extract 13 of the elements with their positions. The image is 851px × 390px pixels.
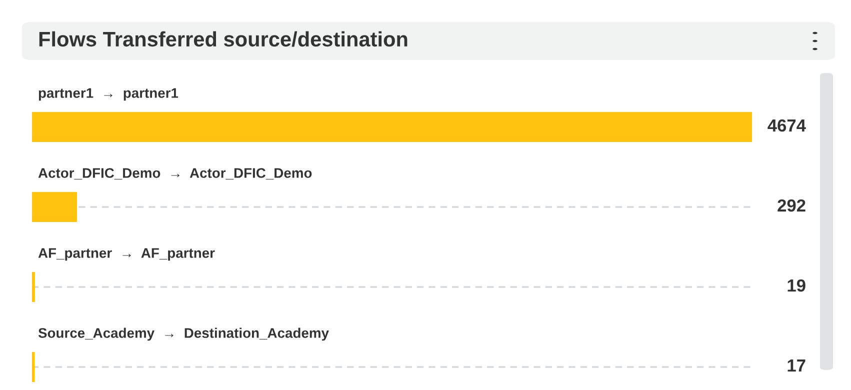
bar — [32, 272, 35, 302]
chart-title: Flows Transferred source/destination — [39, 31, 408, 47]
bar — [32, 192, 77, 222]
bar — [32, 352, 35, 382]
y-tick-label: Actor_DFIC_Demo → Actor_DFIC_Demo — [38, 168, 312, 180]
y-tick-label: partner1 → partner1 — [38, 88, 178, 101]
data-label: 4674 — [768, 119, 806, 132]
y-tick-label: AF_partner → AF_partner — [38, 248, 215, 261]
bar — [32, 112, 752, 142]
data-label: 19 — [788, 279, 806, 292]
data-label: 17 — [788, 360, 806, 372]
data-label: 292 — [778, 199, 806, 212]
y-tick-label: Source_Academy → Destination_Academy — [38, 328, 329, 341]
